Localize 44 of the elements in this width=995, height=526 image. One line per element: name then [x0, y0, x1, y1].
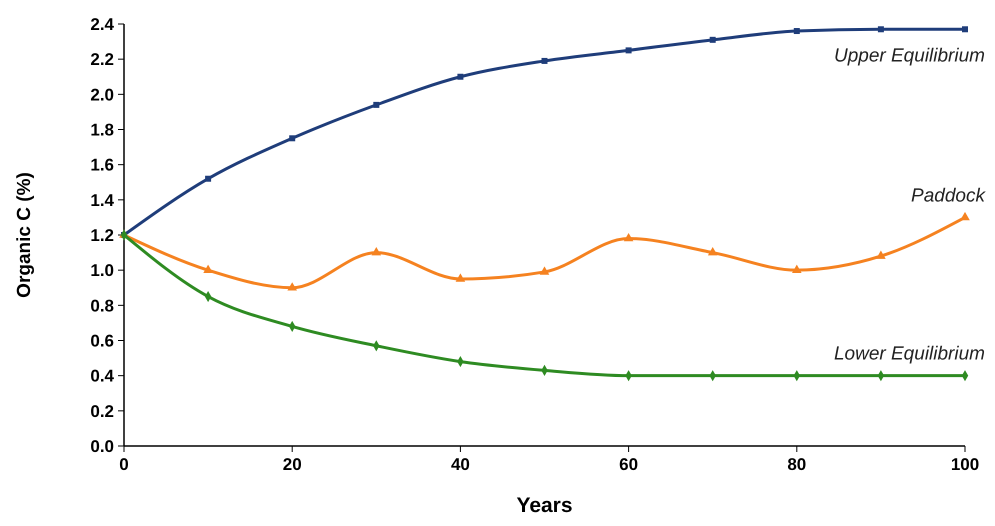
x-axis-title: Years — [516, 494, 573, 517]
point — [373, 102, 380, 108]
y-tick-label: 1.4 — [90, 190, 115, 210]
y-tick-label: 0.6 — [90, 332, 114, 350]
point — [878, 26, 884, 32]
point — [287, 282, 298, 291]
point — [710, 36, 716, 43]
point — [708, 247, 718, 256]
y-tick-label: 1.0 — [90, 261, 114, 280]
y-tick-label: 0.8 — [90, 296, 114, 316]
point — [457, 74, 464, 80]
y-tick-label: 1.8 — [90, 120, 114, 140]
point — [289, 135, 296, 142]
point — [205, 176, 212, 182]
point — [962, 26, 968, 32]
point — [624, 232, 634, 242]
point — [456, 273, 466, 282]
point — [540, 266, 550, 275]
x-tick-label: 20 — [282, 455, 302, 474]
y-tick-label: 1.6 — [90, 156, 114, 175]
series-label: Upper Equilibrium — [834, 45, 985, 66]
series-label: Lower Equilibrium — [834, 344, 985, 365]
y-tick-label: 0.0 — [90, 437, 114, 456]
y-tick-label: 0.2 — [90, 402, 114, 421]
x-tick-label: 40 — [450, 455, 470, 474]
x-tick-label: 80 — [787, 455, 806, 474]
point — [960, 212, 970, 220]
x-tick-label: 60 — [619, 455, 638, 474]
point — [792, 264, 802, 273]
point — [371, 247, 382, 256]
y-tick-label: 2.0 — [90, 85, 114, 104]
y-tick-label: 2.2 — [90, 50, 114, 70]
point — [794, 28, 800, 34]
y-axis-title: Organic C (%) — [14, 172, 35, 298]
series-label: Paddock — [911, 185, 986, 206]
point — [876, 250, 886, 259]
x-tick-label: 0 — [119, 455, 129, 474]
y-tick-label: 2.4 — [90, 15, 115, 34]
point — [542, 58, 548, 64]
point — [626, 47, 632, 54]
y-tick-label: 1.2 — [90, 226, 114, 245]
y-tick-label: 0.4 — [90, 366, 115, 386]
point — [203, 264, 213, 273]
x-tick-label: 100 — [950, 455, 980, 474]
